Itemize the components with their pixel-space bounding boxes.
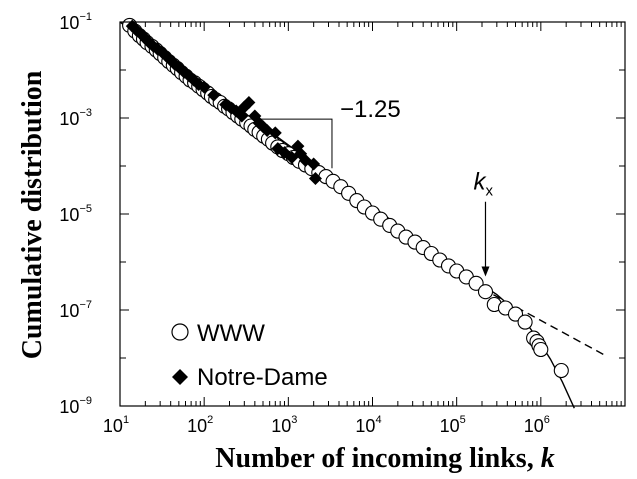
www-point (533, 341, 549, 358)
y-tick-label: 10−9 (59, 395, 92, 417)
x-tick-label-base: 10 (355, 416, 375, 436)
kx-label-main: k (473, 169, 487, 196)
x-axis-title: Number of incoming links, k (215, 443, 554, 474)
x-tick-label-exp: 3 (291, 414, 297, 426)
x-tick-label: 105 (440, 414, 466, 436)
x-tick-label-base: 10 (440, 416, 460, 436)
legend-www-label: WWW (197, 320, 265, 347)
slope-label: −1.25 (340, 96, 401, 123)
www-point (468, 275, 484, 291)
x-tick-label: 104 (355, 414, 381, 436)
kx-label: kx (473, 169, 493, 200)
legend-www-marker (171, 323, 189, 341)
x-tick-label-exp: 1 (123, 414, 129, 426)
notre-dame-point (242, 96, 256, 110)
y-axis-title: Cumulative distribution (17, 70, 48, 359)
www-point (517, 314, 533, 330)
y-tick-label-exp: −3 (79, 107, 92, 119)
data-marks (122, 17, 569, 379)
notre-dame-point (307, 157, 321, 171)
notre-dame-point (235, 109, 249, 123)
legend-notre-dame-marker (172, 369, 188, 385)
x-tick-label-base: 10 (524, 416, 544, 436)
x-tick-label: 101 (103, 414, 129, 436)
x-tick-label: 106 (524, 414, 550, 436)
y-tick-label: 10−1 (59, 11, 92, 33)
x-tick-label-base: 10 (103, 416, 123, 436)
notre-dame-point (268, 126, 282, 140)
x-tick-label-exp: 6 (544, 414, 550, 426)
annotations: −1.25 kx (340, 96, 494, 200)
kx-arrow-head (481, 266, 490, 277)
legend: WWW Notre-Dame (171, 320, 328, 391)
legend-notre-dame-label: Notre-Dame (197, 364, 328, 391)
x-axis-title-text: Number of incoming links, (215, 443, 540, 474)
x-tick-label-base: 10 (187, 416, 207, 436)
notre-dame-point (207, 88, 221, 102)
slope-triangle (254, 118, 333, 169)
x-tick-label-exp: 2 (207, 414, 213, 426)
y-tick-label-base: 10 (59, 13, 79, 33)
notre-dame-point (308, 171, 322, 185)
x-tick-label-base: 10 (271, 416, 291, 436)
y-tick-label: 10−5 (59, 203, 92, 225)
y-tick-label: 10−7 (59, 299, 92, 321)
notre-dame-point (256, 120, 270, 134)
y-tick-label-base: 10 (59, 205, 79, 225)
y-tick-label-exp: −5 (79, 203, 92, 215)
y-tick-label: 10−3 (59, 107, 92, 129)
y-tick-label-base: 10 (59, 301, 79, 321)
notre-dame-point (248, 109, 262, 123)
x-tick-label-exp: 5 (460, 414, 466, 426)
y-tick-label-exp: −9 (79, 395, 92, 407)
notre-dame-point (125, 19, 139, 33)
y-tick-label-exp: −1 (79, 11, 92, 23)
x-tick-label-exp: 4 (375, 414, 381, 426)
www-point (553, 362, 569, 379)
x-axis-title-var: k (541, 443, 555, 474)
fit-line-dashed (481, 287, 607, 357)
y-tick-label-base: 10 (59, 109, 79, 129)
y-tick-label-exp: −7 (79, 299, 92, 311)
www-point (477, 284, 494, 300)
www-point (507, 306, 524, 322)
kx-label-sub: x (485, 183, 493, 200)
y-tick-label-base: 10 (59, 397, 79, 417)
x-tick-label: 102 (187, 414, 213, 436)
x-tick-label: 103 (271, 414, 297, 436)
notre-dame-point (197, 80, 211, 94)
